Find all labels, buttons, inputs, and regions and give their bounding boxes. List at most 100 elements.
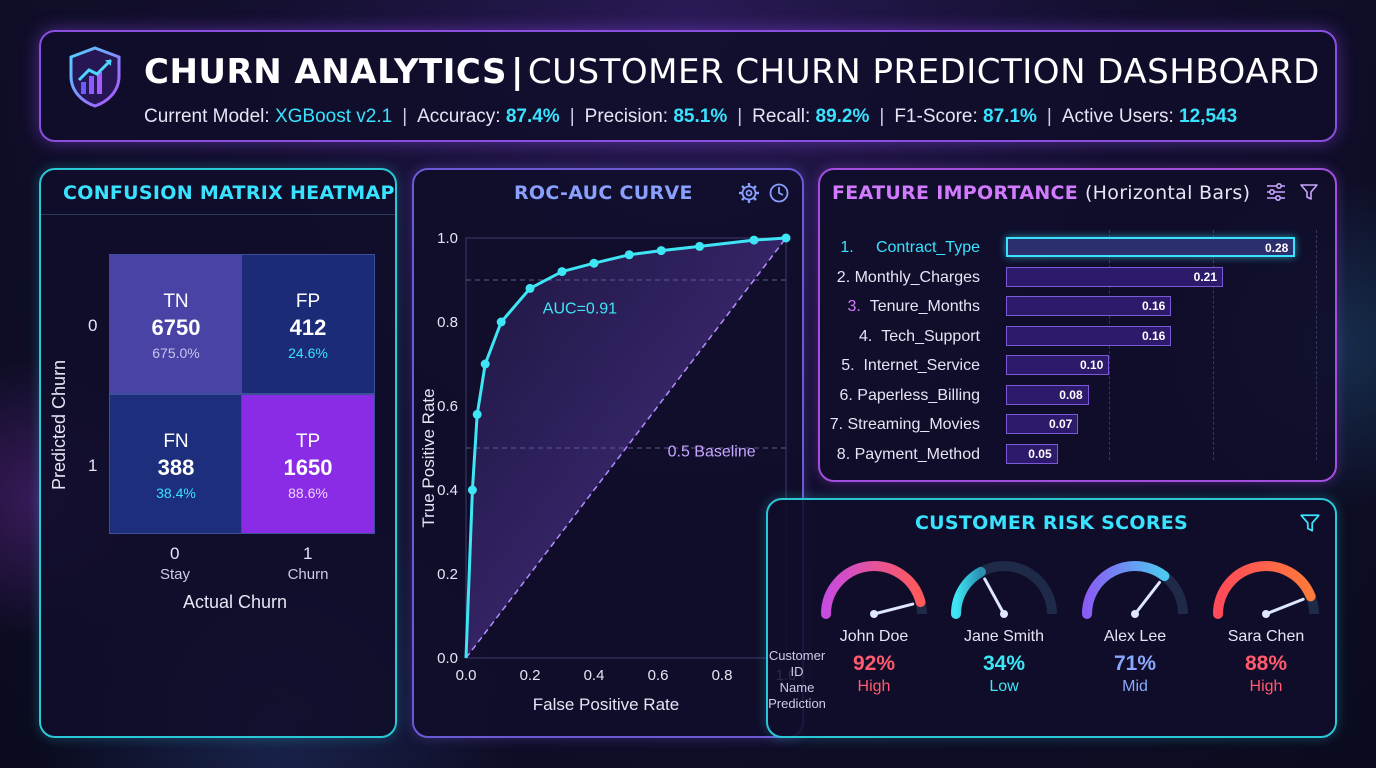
auc-annotation: AUC=0.91 [543, 301, 617, 318]
clock-icon[interactable] [768, 182, 790, 204]
y-tick-label: 0.4 [437, 482, 458, 499]
roc-point[interactable] [656, 246, 666, 256]
risk-gauge[interactable]: John Doe 92% High [816, 556, 932, 696]
feature-name: Monthly_Charges [854, 268, 980, 286]
confusion-matrix-panel: CONFUSION MATRIX HEATMAP Predicted Churn… [39, 168, 397, 738]
customer-name: Jane Smith [963, 628, 1045, 645]
metric-item: Current Model: XGBoost v2.1 [144, 106, 392, 127]
metric-value: 89.2% [815, 106, 870, 127]
baseline-line [465, 237, 787, 659]
feature-value: 0.28 [1264, 241, 1289, 255]
feature-label: 5. Internet_Service [841, 357, 980, 375]
y-tick-1: 1 [88, 456, 98, 475]
feature-row[interactable]: 5. Internet_Service 0.10 [820, 355, 1320, 377]
feature-row[interactable]: 4. Tech_Support 0.16 [820, 325, 1320, 348]
y-axis-label: True Positive Rate [419, 388, 438, 527]
roc-point[interactable] [480, 359, 490, 369]
metric-item: Active Users: 12,543 [1062, 106, 1237, 127]
title-separator: | [510, 52, 524, 92]
feature-value: 0.21 [1193, 269, 1217, 284]
metric-separator: | [879, 106, 885, 127]
feature-row[interactable]: 1. Contract_Type 0.28 [820, 237, 1320, 259]
gauge-needle [872, 602, 915, 616]
roc-point[interactable] [557, 267, 567, 277]
roc-point[interactable] [525, 283, 535, 293]
risk-percent: 71% [1113, 652, 1157, 675]
feature-row[interactable]: 3. Tenure_Months 0.16 [820, 296, 1320, 318]
metric-label: Active Users: [1061, 106, 1180, 127]
y-tick-label: 0.0 [437, 650, 458, 667]
sliders-icon[interactable] [1265, 182, 1287, 202]
feature-row[interactable]: 8. Payment_Method 0.05 [820, 443, 1320, 466]
x-axis-label: Actual Churn [183, 592, 288, 612]
roc-point[interactable] [695, 241, 705, 251]
cell-count: 6750 [151, 315, 201, 340]
filter-icon[interactable] [1299, 182, 1319, 202]
risk-percent: 34% [982, 652, 1026, 675]
feature-value: 0.08 [1059, 387, 1083, 402]
feature-value: 0.05 [1028, 446, 1052, 461]
feature-rank: 3. [847, 298, 870, 315]
feature-name: Internet_Service [863, 357, 980, 374]
x-tick-0-sub: Stay [159, 566, 190, 583]
legend-line: Name [779, 680, 815, 695]
feature-label: 7. Streaming_Movies [830, 416, 980, 434]
feature-importance-title-main: FEATURE IMPORTANCE [832, 182, 1079, 204]
risk-level: High [857, 678, 891, 695]
settings-gear-icon[interactable] [738, 182, 760, 204]
risk-percent: 88% [1244, 652, 1288, 675]
feature-value: 0.16 [1141, 328, 1166, 343]
cell-percent: 38.4% [156, 485, 196, 501]
feature-row[interactable]: 2. Monthly_Charges 0.21 [820, 266, 1320, 289]
roc-point[interactable] [496, 317, 506, 327]
metric-value: XGBoost v2.1 [274, 106, 393, 127]
baseline-annotation: 0.5 Baseline [668, 443, 756, 460]
feature-label: 6. Paperless_Billing [839, 387, 980, 405]
grid-line [1212, 230, 1214, 460]
roc-point[interactable] [472, 409, 482, 419]
feature-label: 8. Payment_Method [837, 446, 980, 464]
feature-row[interactable]: 7. Streaming_Movies 0.07 [820, 414, 1320, 436]
x-tick-1-sub: Churn [287, 566, 329, 583]
roc-point[interactable] [624, 250, 634, 260]
metric-label: F1-Score: [894, 106, 984, 127]
divider [41, 214, 395, 215]
roc-chart: 0.00.20.40.60.81.00.00.20.40.60.81.0Fals… [419, 230, 796, 714]
roc-point[interactable] [467, 485, 477, 495]
feature-row[interactable]: 6. Paperless_Billing 0.08 [820, 384, 1320, 407]
customer-name: John Doe [839, 628, 909, 645]
cell-count: 1650 [283, 455, 333, 480]
legend-line: ID [790, 664, 804, 679]
risk-gauge[interactable]: Sara Chen 88% High [1208, 556, 1324, 696]
risk-gauge[interactable]: Alex Lee 71% Mid [1077, 556, 1193, 696]
title-brand: CHURN ANALYTICS [144, 52, 507, 92]
metric-separator: | [569, 106, 575, 127]
cm-cell-tn[interactable]: TN 6750 675.0% [109, 254, 243, 394]
page-title: CHURN ANALYTICS | CUSTOMER CHURN PREDICTIO… [144, 52, 1320, 92]
legend-line: Customer [768, 648, 826, 663]
cm-cell-fn[interactable]: FN 388 38.4% [109, 394, 243, 534]
filter-icon[interactable] [1299, 512, 1321, 534]
feature-bar: 0.05 [1006, 443, 1058, 464]
grid-line [1316, 230, 1317, 460]
roc-toolbar [738, 182, 790, 204]
metric-value: 85.1% [673, 106, 728, 127]
roc-point[interactable] [749, 235, 759, 245]
customer-name: Sara Chen [1227, 628, 1305, 645]
gauge-fill [1213, 561, 1316, 619]
risk-percent: 92% [852, 652, 896, 675]
cm-cell-fp[interactable]: FP 412 24.6% [241, 254, 375, 394]
metric-label: Precision: [584, 106, 674, 127]
metric-label: Current Model: [144, 106, 275, 127]
feature-bar: 0.10 [1006, 355, 1110, 375]
risk-level: Mid [1122, 678, 1148, 695]
y-axis-label: Predicted Churn [49, 359, 69, 490]
risk-gauge[interactable]: Jane Smith 34% Low [946, 556, 1062, 696]
metric-label: Recall: [752, 106, 816, 127]
roc-point[interactable] [781, 233, 791, 243]
metric-item: Precision: 85.1% [585, 106, 728, 127]
roc-point[interactable] [589, 258, 599, 268]
feature-rank: 6. [839, 386, 858, 404]
x-tick-label: 0.2 [520, 667, 541, 684]
cm-cell-tp[interactable]: TP 1650 88.6% [241, 394, 375, 534]
